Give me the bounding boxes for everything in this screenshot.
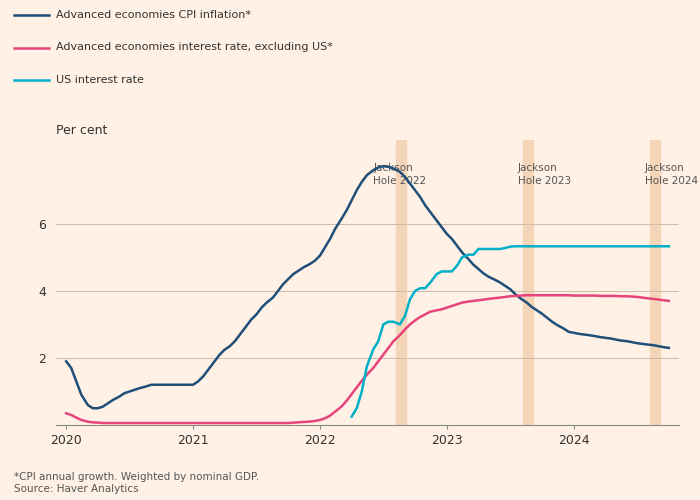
Bar (396, 140, 406, 425)
Text: Source: Haver Analytics: Source: Haver Analytics (14, 484, 139, 494)
Text: Jackson
Hole 2024: Jackson Hole 2024 (645, 164, 698, 186)
Text: Jackson
Hole 2023: Jackson Hole 2023 (518, 164, 571, 186)
Text: Advanced economies interest rate, excluding US*: Advanced economies interest rate, exclud… (56, 42, 333, 52)
Text: Advanced economies CPI inflation*: Advanced economies CPI inflation* (56, 10, 251, 20)
Text: US interest rate: US interest rate (56, 75, 144, 85)
Text: *CPI annual growth. Weighted by nominal GDP.: *CPI annual growth. Weighted by nominal … (14, 472, 259, 482)
Bar (650, 140, 660, 425)
Text: Jackson
Hole 2022: Jackson Hole 2022 (373, 164, 426, 186)
Bar (523, 140, 533, 425)
Text: Per cent: Per cent (56, 124, 107, 137)
